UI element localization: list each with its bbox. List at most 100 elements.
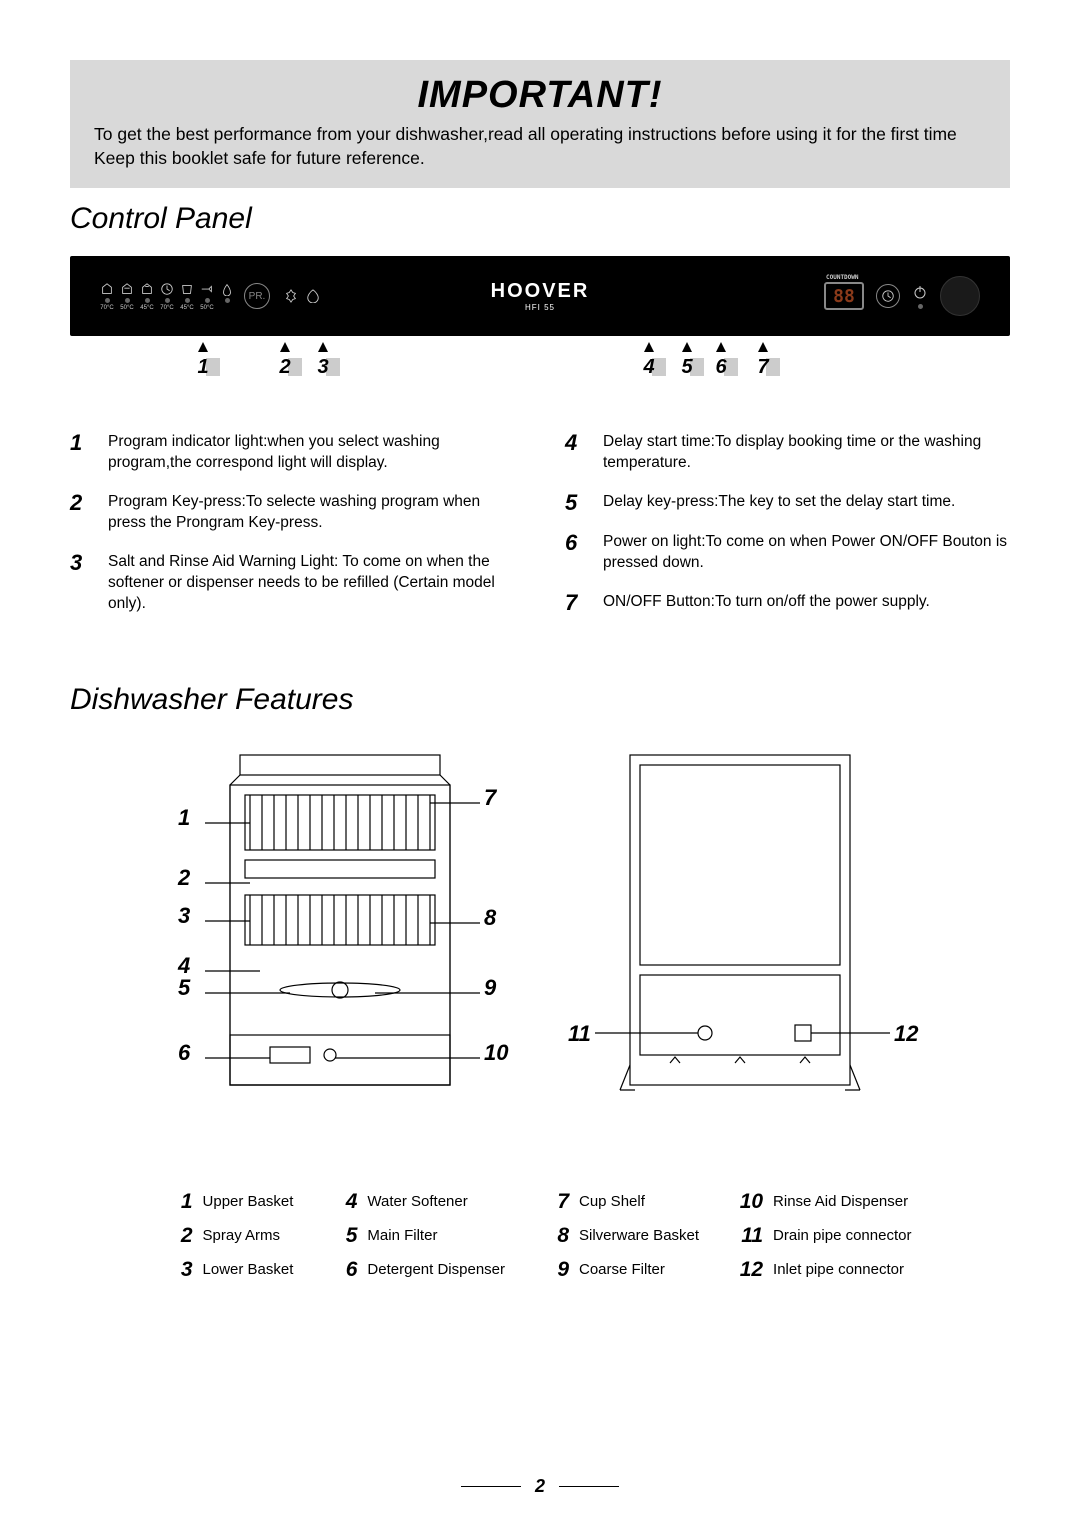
diagram-callout: 7 (484, 785, 496, 811)
features-legend-item: 9Coarse Filter (545, 1258, 699, 1282)
features-diagrams: 123456 78910 11 12 (70, 745, 1010, 1130)
feature-number: 12 (739, 1258, 763, 1282)
model-name: HFI 55 (491, 303, 590, 312)
panel-callout: 5 (676, 342, 698, 379)
program-icon: 70°C (160, 282, 174, 311)
clock-icon (881, 289, 895, 303)
features-legend-col: 1Upper Basket 2 Spray Arms 3 Lower Basket (169, 1190, 294, 1282)
panel-desc-item: 4Delay start time:To display booking tim… (565, 432, 1010, 474)
feature-number: 10 (739, 1190, 763, 1214)
program-icon: 45°C (180, 282, 194, 311)
feature-label: Water Softener (367, 1193, 467, 1210)
brand-block: HOOVER HFI 55 (491, 280, 590, 312)
feature-label: Rinse Aid Dispenser (773, 1193, 908, 1210)
desc-number: 7 (565, 592, 585, 614)
page-number-value: 2 (535, 1476, 545, 1497)
brand-name: HOOVER (491, 280, 590, 303)
panel-desc-item: 1 Program indicator light:when you select… (70, 432, 515, 474)
program-icons-row: 70°C 50°C 45°C 70°C 45°C 50°C (100, 282, 234, 311)
diagram-callout: 2 (178, 865, 190, 891)
panel-callout-row: 1234567 (70, 342, 1010, 382)
diagram-callout: 9 (484, 975, 496, 1001)
panel-desc-item: 2 Program Key-press:To selecte washing pr… (70, 492, 515, 534)
important-text: To get the best performance from your di… (94, 123, 986, 170)
features-legend-col: 4Water Softener5Main Filter6Detergent Di… (333, 1190, 505, 1282)
program-icon: 50°C (200, 282, 214, 311)
features-legend-item: 11 Drain pipe connector (739, 1224, 911, 1248)
panel-desc-left: 1 Program indicator light:when you select… (70, 432, 515, 632)
diagram-callout: 8 (484, 905, 496, 931)
feature-label: Inlet pipe connector (773, 1261, 904, 1278)
onoff-button (940, 276, 980, 316)
delay-button (876, 284, 900, 308)
feature-label: Drain pipe connector (773, 1227, 911, 1244)
desc-text: Power on light:To come on when Power ON/… (603, 532, 1010, 574)
features-legend-item: 1Upper Basket (169, 1190, 294, 1214)
diagram-callout: 10 (484, 1040, 508, 1066)
rinse-warning-icon (306, 289, 320, 303)
features-legend-item: 5 Main Filter (333, 1224, 505, 1248)
diagram-callout: 6 (178, 1040, 190, 1066)
power-indicator (912, 284, 928, 309)
desc-number: 1 (70, 432, 90, 454)
front-view-svg (160, 745, 520, 1125)
feature-number: 6 (333, 1258, 357, 1282)
front-view-diagram: 123456 78910 (160, 745, 520, 1130)
page-number: 2 (461, 1476, 619, 1497)
panel-desc-item: 6 Power on light:To come on when Power ON… (565, 532, 1010, 574)
diagram-callout: 1 (178, 805, 190, 831)
feature-label: Detergent Dispenser (367, 1261, 505, 1278)
features-legend-item: 6 Detergent Dispenser (333, 1258, 505, 1282)
desc-number: 5 (565, 492, 585, 514)
program-icon: 50°C (120, 282, 134, 311)
features-legend-col: 10 Rinse Aid Dispenser 11 Drain pipe connec… (739, 1190, 911, 1282)
feature-number: 9 (545, 1258, 569, 1282)
diagram-callout: 5 (178, 975, 190, 1001)
countdown-display: 88 (824, 282, 864, 310)
desc-text: Program Key-press:To selecte washing pro… (108, 492, 515, 534)
important-title: IMPORTANT! (94, 74, 986, 117)
section-title-control-panel: Control Panel (70, 202, 1010, 236)
feature-number: 8 (545, 1224, 569, 1248)
features-legend-item: 3 Lower Basket (169, 1258, 294, 1282)
features-legend-item: 8 Silverware Basket (545, 1224, 699, 1248)
feature-label: Silverware Basket (579, 1227, 699, 1244)
back-view-diagram: 11 12 (560, 745, 920, 1130)
features-legend-col: 7Cup Shelf 8 Silverware Basket 9Coarse Filt… (545, 1190, 699, 1282)
program-icon (220, 282, 234, 311)
feature-label: Lower Basket (203, 1261, 294, 1278)
panel-callout: 3 (312, 342, 334, 379)
panel-desc-item: 7 ON/OFF Button:To turn on/off the power … (565, 592, 1010, 614)
panel-callout: 2 (274, 342, 296, 379)
warning-indicators (284, 289, 320, 303)
feature-number: 11 (739, 1224, 763, 1248)
callout-11: 11 (568, 1021, 591, 1047)
important-box: IMPORTANT! To get the best performance f… (70, 60, 1010, 188)
desc-number: 2 (70, 492, 90, 514)
panel-callout: 6 (710, 342, 732, 379)
feature-number: 3 (169, 1258, 193, 1282)
program-icon: 45°C (140, 282, 154, 311)
back-view-svg (560, 745, 920, 1125)
program-icon: 70°C (100, 282, 114, 311)
features-legend-item: 7Cup Shelf (545, 1190, 699, 1214)
feature-label: Spray Arms (203, 1227, 281, 1244)
power-icon (912, 284, 928, 300)
feature-label: Cup Shelf (579, 1193, 645, 1210)
desc-text: Program indicator light:when you select … (108, 432, 515, 474)
control-panel-graphic: 70°C 50°C 45°C 70°C 45°C 50°C PR. HOOVER HFI … (70, 256, 1010, 382)
feature-number: 2 (169, 1224, 193, 1248)
control-panel: 70°C 50°C 45°C 70°C 45°C 50°C PR. HOOVER HFI … (70, 256, 1010, 336)
feature-label: Main Filter (367, 1227, 437, 1244)
right-cluster: 88 (824, 276, 980, 316)
desc-text: ON/OFF Button:To turn on/off the power s… (603, 592, 930, 613)
diagram-callout: 3 (178, 903, 190, 929)
program-button: PR. (244, 283, 270, 309)
features-legend-item: 2 Spray Arms (169, 1224, 294, 1248)
desc-number: 6 (565, 532, 585, 554)
panel-descriptions: 1 Program indicator light:when you select… (70, 432, 1010, 632)
panel-callout: 7 (752, 342, 774, 379)
panel-callout: 1 (192, 342, 214, 379)
feature-number: 5 (333, 1224, 357, 1248)
features-legend: 1Upper Basket2Spray Arms3Lower Basket4Wa… (70, 1190, 1010, 1282)
